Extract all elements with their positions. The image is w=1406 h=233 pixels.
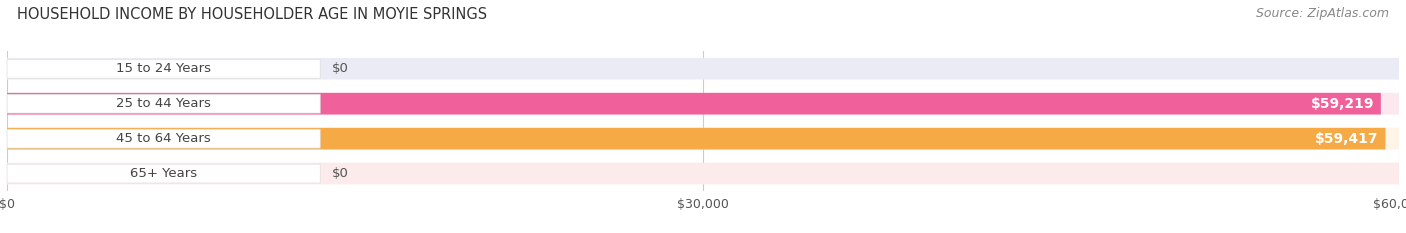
Text: $59,219: $59,219 bbox=[1310, 97, 1374, 111]
FancyBboxPatch shape bbox=[7, 128, 1385, 150]
FancyBboxPatch shape bbox=[7, 129, 321, 148]
FancyBboxPatch shape bbox=[7, 59, 321, 78]
Text: $59,417: $59,417 bbox=[1315, 132, 1378, 146]
FancyBboxPatch shape bbox=[7, 58, 1399, 80]
Text: HOUSEHOLD INCOME BY HOUSEHOLDER AGE IN MOYIE SPRINGS: HOUSEHOLD INCOME BY HOUSEHOLDER AGE IN M… bbox=[17, 7, 486, 22]
FancyBboxPatch shape bbox=[7, 94, 321, 113]
FancyBboxPatch shape bbox=[7, 93, 1381, 115]
FancyBboxPatch shape bbox=[7, 93, 1399, 115]
FancyBboxPatch shape bbox=[7, 163, 1399, 185]
Text: 65+ Years: 65+ Years bbox=[131, 167, 197, 180]
Text: 25 to 44 Years: 25 to 44 Years bbox=[117, 97, 211, 110]
Text: $0: $0 bbox=[332, 62, 349, 75]
FancyBboxPatch shape bbox=[7, 128, 1399, 150]
Text: $0: $0 bbox=[332, 167, 349, 180]
Text: 15 to 24 Years: 15 to 24 Years bbox=[117, 62, 211, 75]
FancyBboxPatch shape bbox=[7, 164, 321, 183]
Text: Source: ZipAtlas.com: Source: ZipAtlas.com bbox=[1256, 7, 1389, 20]
Text: 45 to 64 Years: 45 to 64 Years bbox=[117, 132, 211, 145]
